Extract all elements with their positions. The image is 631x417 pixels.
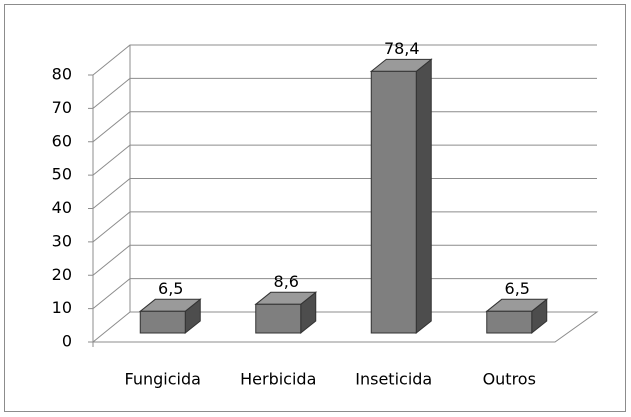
grid-line — [92, 44, 597, 76]
y-tick-label: 80 — [52, 65, 72, 84]
grid-line — [92, 278, 597, 310]
bar — [486, 310, 533, 334]
y-tick-label: 30 — [52, 231, 72, 250]
y-tick-label: 10 — [52, 298, 72, 317]
data-label: 8,6 — [274, 272, 299, 291]
y-tick-label: 60 — [52, 131, 72, 150]
grid-line — [92, 144, 597, 176]
bar — [370, 70, 417, 334]
y-tick-label: 40 — [52, 198, 72, 217]
grid-line — [92, 111, 597, 143]
grid-line — [92, 211, 597, 243]
y-tick-label: 70 — [52, 98, 72, 117]
chart-frame — [4, 4, 626, 412]
y-tick-label: 20 — [52, 265, 72, 284]
data-label: 78,4 — [384, 39, 420, 58]
data-label: 6,5 — [158, 279, 183, 298]
y-tick-label: 0 — [62, 332, 72, 351]
x-tick-label: Inseticida — [355, 370, 432, 389]
y-tick-label: 50 — [52, 165, 72, 184]
x-tick-label: Outros — [483, 370, 536, 389]
grid-line — [92, 244, 597, 276]
grid-line — [92, 178, 597, 209]
bar-side — [415, 58, 432, 335]
bar — [255, 303, 302, 334]
x-tick-label: Herbicida — [240, 370, 316, 389]
x-tick-label: Fungicida — [125, 370, 201, 389]
bar — [139, 310, 186, 334]
data-label: 6,5 — [505, 279, 530, 298]
floor — [91, 311, 599, 343]
grid-line — [92, 77, 597, 109]
